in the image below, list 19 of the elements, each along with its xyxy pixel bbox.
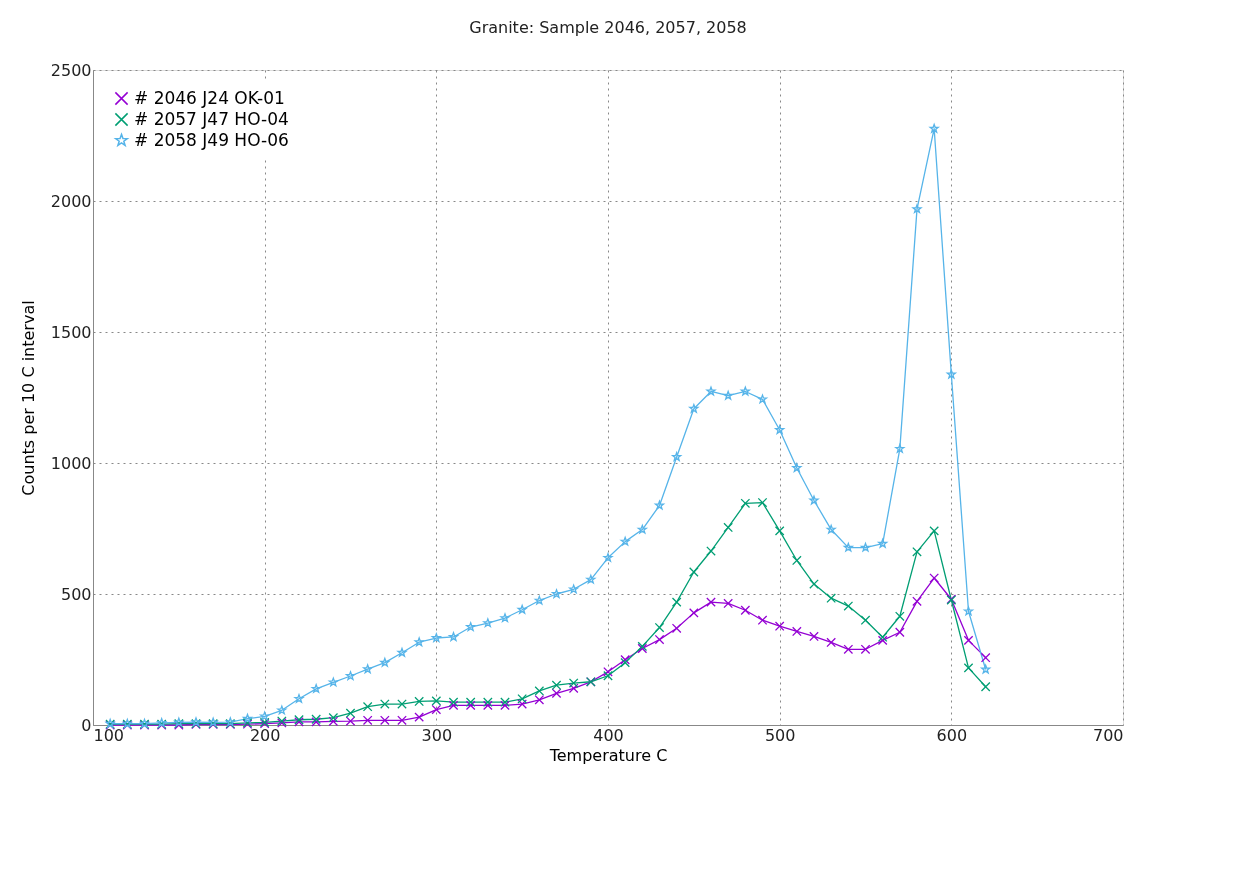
x-tick-label: 700 xyxy=(1092,725,1124,745)
x-tick-label: 600 xyxy=(936,725,968,745)
y-tick-label: 1500 xyxy=(50,322,92,342)
x-tick-label: 300 xyxy=(421,725,453,745)
legend-label: # 2058 J49 HO-06 xyxy=(134,129,289,150)
x-tick-label: 400 xyxy=(593,725,624,745)
chart-title: Granite: Sample 2046, 2057, 2058 xyxy=(469,18,747,37)
y-tick-label: 2500 xyxy=(50,60,92,80)
legend-label: # 2046 J24 OK-01 xyxy=(134,87,285,108)
x-tick-label: 500 xyxy=(764,725,796,745)
y-tick-label: 1000 xyxy=(50,453,92,473)
x-axis-title: Temperature C xyxy=(548,745,668,765)
x-tick-label: 100 xyxy=(93,725,125,745)
y-tick-label: 2000 xyxy=(50,191,92,211)
legend-label: # 2057 J47 HO-04 xyxy=(134,108,289,129)
y-axis-title: Counts per 10 C interval xyxy=(18,300,38,496)
y-tick-label: 500 xyxy=(60,584,92,604)
x-tick-label: 200 xyxy=(249,725,281,745)
y-tick-label: 0 xyxy=(81,715,92,735)
